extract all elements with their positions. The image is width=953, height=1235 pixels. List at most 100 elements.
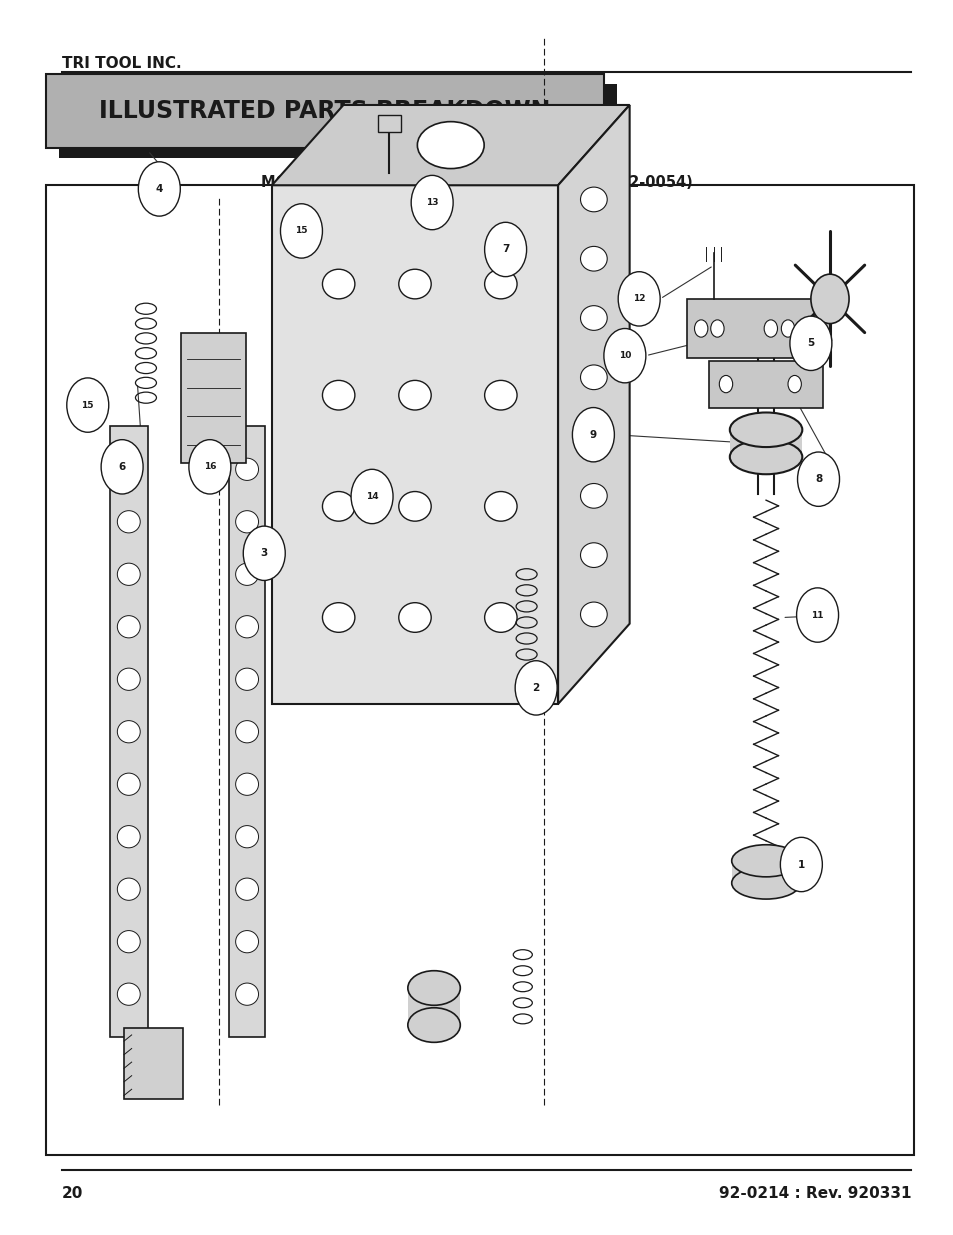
Ellipse shape: [579, 306, 607, 331]
Bar: [407, 988, 459, 1025]
Circle shape: [789, 316, 831, 370]
Ellipse shape: [322, 603, 355, 632]
Ellipse shape: [407, 971, 459, 1005]
Text: 10: 10: [618, 351, 630, 361]
Circle shape: [719, 375, 732, 393]
Ellipse shape: [579, 424, 607, 450]
Bar: [46, 185, 913, 1155]
Bar: [708, 361, 822, 408]
Ellipse shape: [398, 380, 431, 410]
Text: 12: 12: [632, 294, 645, 304]
Text: 8: 8: [814, 474, 821, 484]
Circle shape: [618, 272, 659, 326]
Circle shape: [694, 320, 707, 337]
Bar: [272, 185, 558, 704]
Text: 13: 13: [425, 198, 438, 207]
Text: 15: 15: [294, 226, 308, 236]
Circle shape: [763, 320, 777, 337]
Circle shape: [787, 375, 801, 393]
Polygon shape: [272, 105, 629, 185]
Text: 16: 16: [203, 462, 216, 472]
Circle shape: [710, 320, 723, 337]
Circle shape: [515, 661, 557, 715]
Circle shape: [411, 175, 453, 230]
Text: 9: 9: [589, 430, 597, 440]
Bar: [377, 115, 400, 132]
Circle shape: [796, 588, 838, 642]
Ellipse shape: [398, 492, 431, 521]
Ellipse shape: [235, 458, 258, 480]
Circle shape: [484, 222, 526, 277]
Ellipse shape: [484, 380, 517, 410]
Circle shape: [797, 452, 839, 506]
Text: ILLUSTRATED PARTS BREAKDOWN: ILLUSTRATED PARTS BREAKDOWN: [99, 99, 550, 124]
Ellipse shape: [117, 458, 140, 480]
Ellipse shape: [484, 603, 517, 632]
Circle shape: [603, 329, 645, 383]
Text: TRI TOOL INC.: TRI TOOL INC.: [62, 56, 181, 70]
Ellipse shape: [235, 983, 258, 1005]
Circle shape: [243, 526, 285, 580]
Bar: [731, 861, 800, 883]
Ellipse shape: [398, 269, 431, 299]
Text: 5: 5: [806, 338, 814, 348]
Ellipse shape: [731, 867, 800, 899]
Ellipse shape: [235, 511, 258, 534]
Circle shape: [810, 274, 848, 324]
Ellipse shape: [416, 122, 483, 168]
Ellipse shape: [117, 668, 140, 690]
Ellipse shape: [579, 186, 607, 212]
Bar: [46, 74, 603, 148]
Ellipse shape: [579, 543, 607, 568]
Ellipse shape: [117, 721, 140, 743]
Circle shape: [572, 408, 614, 462]
Ellipse shape: [579, 366, 607, 390]
Ellipse shape: [398, 603, 431, 632]
Ellipse shape: [322, 492, 355, 521]
Ellipse shape: [235, 721, 258, 743]
Text: MODEL 206B-FF, FLANGE FACER ASSY. (P/N 82-0054): MODEL 206B-FF, FLANGE FACER ASSY. (P/N 8…: [261, 175, 692, 190]
Circle shape: [189, 440, 231, 494]
Ellipse shape: [235, 668, 258, 690]
Ellipse shape: [117, 773, 140, 795]
Circle shape: [780, 837, 821, 892]
Ellipse shape: [579, 247, 607, 272]
Polygon shape: [558, 105, 629, 704]
Circle shape: [138, 162, 180, 216]
Ellipse shape: [729, 440, 801, 474]
Text: 2: 2: [532, 683, 539, 693]
Circle shape: [101, 440, 143, 494]
Ellipse shape: [484, 269, 517, 299]
Ellipse shape: [117, 983, 140, 1005]
Bar: [729, 430, 801, 457]
Bar: [229, 426, 265, 1037]
Ellipse shape: [322, 380, 355, 410]
Ellipse shape: [117, 563, 140, 585]
Text: 14: 14: [365, 492, 378, 501]
Text: 7: 7: [501, 245, 509, 254]
Text: 1: 1: [797, 860, 804, 869]
Ellipse shape: [235, 616, 258, 638]
Circle shape: [280, 204, 322, 258]
Ellipse shape: [731, 845, 800, 877]
Ellipse shape: [579, 603, 607, 627]
Bar: [110, 426, 148, 1037]
Text: 15: 15: [81, 400, 94, 410]
Ellipse shape: [117, 878, 140, 900]
Ellipse shape: [117, 616, 140, 638]
Ellipse shape: [579, 484, 607, 509]
Circle shape: [801, 320, 815, 337]
Text: 20: 20: [62, 1186, 83, 1200]
Ellipse shape: [117, 511, 140, 534]
Circle shape: [781, 320, 794, 337]
Bar: [686, 299, 829, 358]
Circle shape: [351, 469, 393, 524]
Text: 6: 6: [118, 462, 126, 472]
Ellipse shape: [235, 773, 258, 795]
Text: 92-0214 : Rev. 920331: 92-0214 : Rev. 920331: [718, 1186, 910, 1200]
Ellipse shape: [117, 825, 140, 847]
Ellipse shape: [117, 931, 140, 953]
Ellipse shape: [235, 878, 258, 900]
Ellipse shape: [322, 269, 355, 299]
Circle shape: [67, 378, 109, 432]
